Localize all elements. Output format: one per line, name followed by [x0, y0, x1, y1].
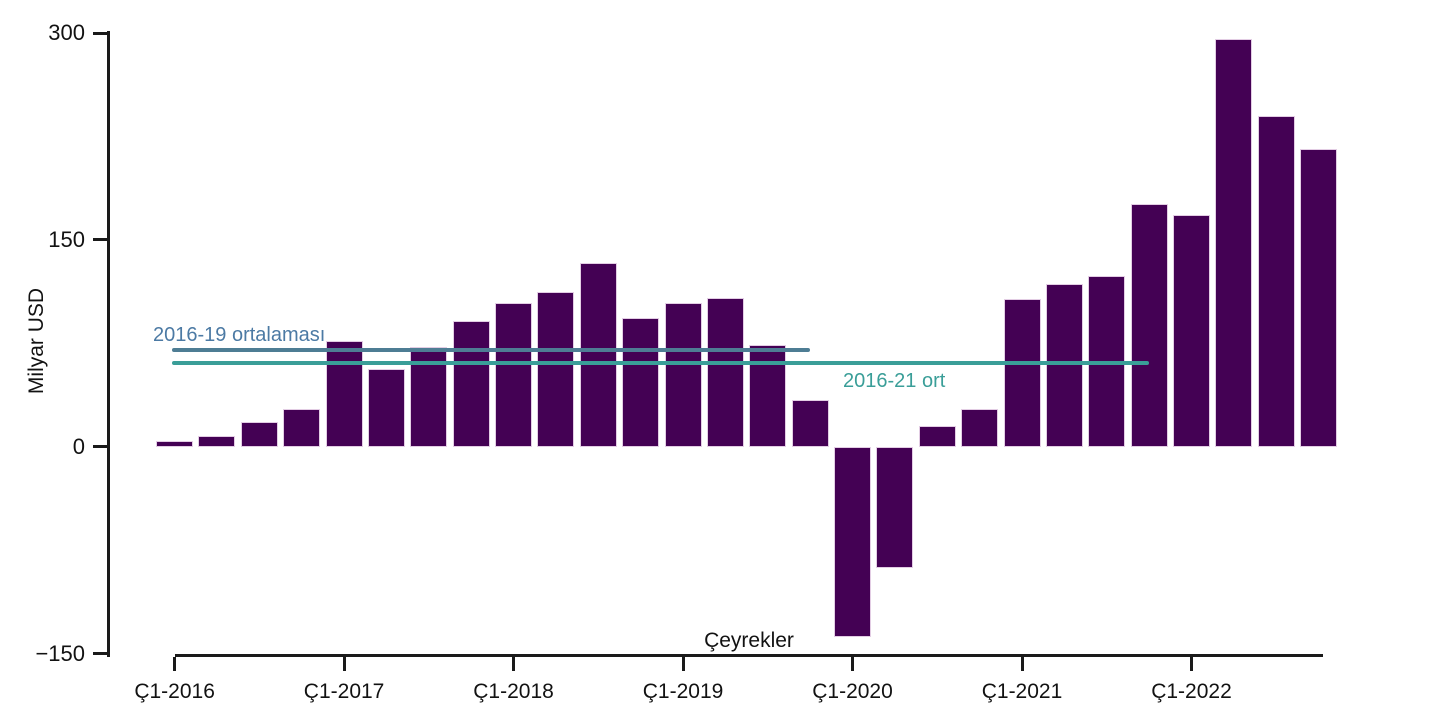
y-axis-title: Milyar USD: [25, 287, 48, 395]
x-tick-label: Ç1-2016: [134, 680, 215, 703]
y-tick-mark: [93, 31, 107, 35]
bar: [452, 321, 490, 447]
y-tick-label: −150: [35, 640, 85, 666]
x-tick-label: Ç1-2019: [642, 680, 724, 703]
bar: [961, 409, 999, 447]
bar: [156, 441, 194, 447]
x-tick-label: Ç1-2020: [812, 680, 893, 703]
y-tick-label: 0: [72, 433, 85, 459]
bar: [1003, 299, 1041, 447]
bar: [918, 426, 956, 447]
bar: [283, 409, 321, 447]
bar: [579, 263, 617, 447]
bar: [876, 446, 914, 569]
reference-line: [172, 360, 1150, 365]
x-tick-mark: [512, 657, 516, 671]
bar: [1215, 38, 1253, 447]
y-tick-label: 150: [48, 226, 85, 252]
bar: [198, 435, 236, 447]
bar: [749, 344, 787, 447]
bar: [664, 303, 702, 447]
x-axis-title: Çeyrekler: [704, 629, 794, 652]
x-tick-label: Ç1-2021: [981, 680, 1063, 703]
bar: [495, 303, 533, 447]
bar: [537, 292, 575, 447]
x-tick-label: Ç1-2018: [473, 680, 554, 703]
bar: [706, 297, 744, 447]
x-tick-label: Ç1-2017: [303, 680, 385, 703]
y-tick-mark: [93, 445, 107, 449]
bar: [791, 399, 829, 447]
y-tick-mark: [93, 652, 107, 656]
bar: [240, 421, 278, 447]
reference-line-label: 2016-19 ortalaması: [153, 324, 326, 347]
y-axis-line: [107, 31, 110, 657]
x-tick-mark: [173, 657, 177, 671]
bar: [1130, 203, 1168, 447]
bar: [325, 340, 363, 447]
x-tick-mark: [681, 657, 685, 671]
reference-line: [172, 348, 811, 353]
x-axis-line: [175, 654, 1323, 657]
bar: [1172, 215, 1210, 447]
x-tick-label: Ç1-2022: [1151, 680, 1232, 703]
y-tick-label: 300: [48, 20, 85, 45]
bar: [1257, 115, 1295, 447]
x-tick-mark: [1189, 657, 1193, 671]
x-tick-mark: [1020, 657, 1024, 671]
x-tick-mark: [851, 657, 855, 671]
y-tick-mark: [93, 238, 107, 242]
bar: [367, 369, 405, 447]
bar: [834, 446, 872, 637]
bar: [1300, 148, 1338, 447]
bar: [622, 318, 660, 447]
reference-line-label: 2016-21 ort: [843, 369, 946, 392]
bar: [1045, 283, 1083, 447]
x-tick-mark: [342, 657, 346, 671]
